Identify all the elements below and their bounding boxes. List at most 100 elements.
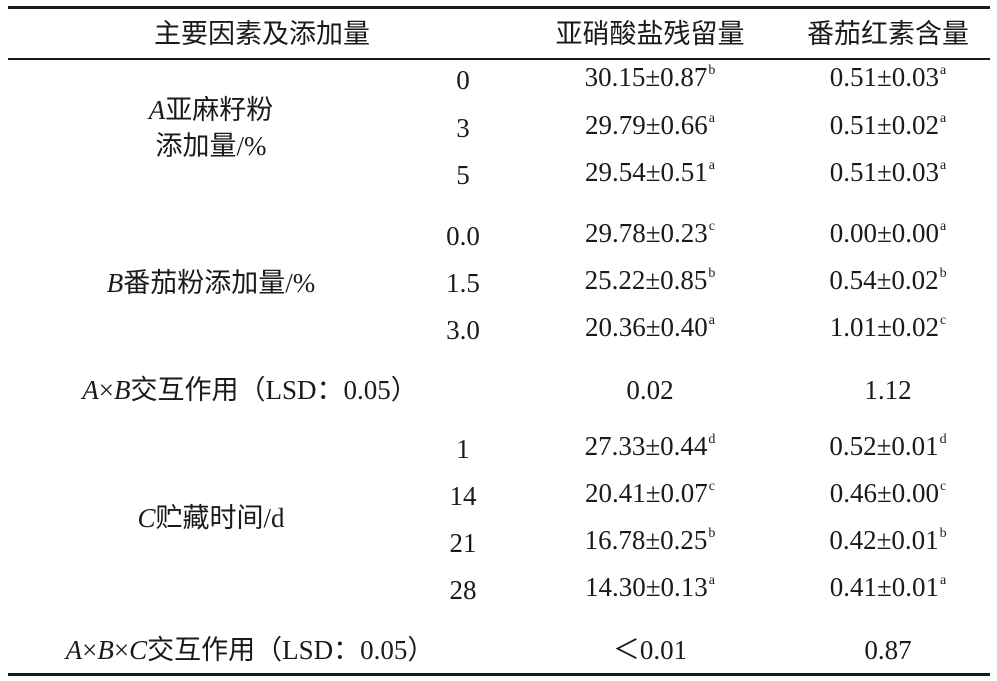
factor-var: A — [65, 635, 83, 665]
lycopene-cell: 0.46±0.00c — [830, 476, 947, 516]
nitrite-cell: 29.78±0.23c — [585, 216, 715, 256]
significance-mark: c — [940, 313, 947, 328]
significance-mark: a — [940, 219, 947, 234]
significance-mark: a — [708, 158, 716, 173]
nitrite-value: 25.22±0.85 — [584, 265, 708, 295]
level-cell: 28 — [449, 575, 477, 605]
lycopene-value: 0.41±0.01 — [829, 572, 940, 602]
nitrite-cell: 20.36±0.40a — [585, 310, 715, 350]
table-header-rule — [8, 58, 990, 60]
group-label-b: B番茄粉添加量/% — [107, 266, 316, 300]
lycopene-cell: 0.00±0.00a — [830, 216, 947, 256]
level-cell: 3.0 — [446, 315, 480, 345]
lycopene-cell: 1.01±0.02c — [830, 310, 947, 350]
significance-mark: a — [708, 313, 716, 328]
lycopene-value: 0.42±0.01 — [829, 525, 939, 555]
group-label-a: A亚麻籽粉 添加量/% — [149, 92, 274, 164]
level-cell: 14 — [449, 481, 477, 511]
significance-mark: a — [940, 111, 947, 126]
lycopene-cell: 0.51±0.03a — [830, 60, 947, 100]
nitrite-value: 20.41±0.07 — [584, 478, 708, 508]
nitrite-value: 29.54±0.51 — [584, 157, 708, 187]
significance-mark: d — [939, 432, 947, 447]
header-lycopene: 番茄红素含量 — [807, 19, 969, 49]
table-bottom-rule — [8, 673, 990, 676]
times-sign: × — [82, 635, 98, 665]
nitrite-value: 16.78±0.25 — [584, 525, 708, 555]
lycopene-value: 1.01±0.02 — [829, 312, 940, 342]
lycopene-value: 0.51±0.03 — [829, 62, 940, 92]
factor-var: B — [113, 375, 131, 405]
nitrite-cell: 30.15±0.87b — [585, 60, 716, 100]
interaction-text: 交互作用（LSD：0.05） — [130, 375, 418, 405]
factor-var: A — [82, 375, 99, 405]
nitrite-cell: 20.41±0.07c — [585, 476, 715, 516]
nitrite-value: 29.78±0.23 — [584, 218, 708, 248]
level-cell: 0 — [456, 65, 470, 95]
nitrite-value: 29.79±0.66 — [584, 110, 708, 140]
nitrite-cell: 29.79±0.66a — [585, 108, 715, 148]
significance-mark: b — [708, 266, 716, 281]
interaction-nitrite: 0.02 — [626, 375, 674, 405]
table-top-rule — [8, 6, 990, 9]
significance-mark: c — [708, 219, 716, 234]
nitrite-cell: 29.54±0.51a — [585, 155, 715, 195]
factor-name: 贮藏时间/d — [155, 503, 285, 533]
significance-mark: c — [940, 479, 947, 494]
nitrite-value: 20.36±0.40 — [584, 312, 708, 342]
level-cell: 1.5 — [446, 268, 480, 298]
nitrite-cell: 27.33±0.44d — [585, 429, 716, 469]
factor-var: C — [137, 503, 156, 533]
header-nitrite: 亚硝酸盐残留量 — [555, 19, 745, 49]
header-factor: 主要因素及添加量 — [154, 19, 370, 49]
nitrite-value: 14.30±0.13 — [584, 572, 708, 602]
lycopene-cell: 0.54±0.02b — [829, 263, 946, 303]
interaction-label-abc: A×B×C交互作用（LSD：0.05） — [66, 633, 435, 667]
factor-var: C — [129, 635, 148, 665]
lycopene-cell: 0.51±0.02a — [830, 108, 947, 148]
significance-mark: b — [708, 63, 716, 78]
lycopene-value: 0.52±0.01 — [829, 431, 939, 461]
level-cell: 0.0 — [446, 221, 480, 251]
significance-mark: a — [940, 158, 947, 173]
significance-mark: b — [939, 266, 947, 281]
nitrite-value: 30.15±0.87 — [584, 62, 708, 92]
nitrite-cell: 14.30±0.13a — [585, 570, 715, 610]
factor-name: 番茄粉添加量/% — [123, 268, 316, 298]
group-label-c: C贮藏时间/d — [137, 501, 284, 535]
times-sign: × — [113, 635, 130, 665]
nitrite-value: 27.33±0.44 — [584, 431, 708, 461]
lycopene-cell: 0.52±0.01d — [829, 429, 946, 469]
significance-mark: d — [708, 432, 716, 447]
significance-mark: a — [708, 573, 716, 588]
significance-mark: b — [939, 526, 947, 541]
nitrite-cell: 16.78±0.25b — [585, 523, 716, 563]
interaction-lycopene: 0.87 — [864, 635, 912, 665]
factor-var: B — [97, 635, 114, 665]
significance-mark: a — [940, 573, 947, 588]
lycopene-cell: 0.42±0.01b — [829, 523, 946, 563]
level-cell: 5 — [456, 160, 470, 190]
interaction-label-ab: A×B交互作用（LSD：0.05） — [82, 373, 418, 407]
lycopene-value: 0.46±0.00 — [829, 478, 940, 508]
level-cell: 1 — [456, 434, 470, 464]
factor-var: B — [106, 268, 124, 298]
interaction-nitrite: ＜0.01 — [612, 635, 688, 665]
lycopene-cell: 0.51±0.03a — [830, 155, 947, 195]
significance-mark: a — [940, 63, 947, 78]
interaction-text: 交互作用（LSD：0.05） — [147, 635, 435, 665]
level-cell: 3 — [456, 113, 470, 143]
lycopene-value: 0.51±0.02 — [829, 110, 940, 140]
nitrite-cell: 25.22±0.85b — [585, 263, 716, 303]
interaction-lycopene: 1.12 — [864, 375, 912, 405]
significance-mark: c — [708, 479, 716, 494]
lycopene-cell: 0.41±0.01a — [830, 570, 947, 610]
times-sign: × — [98, 375, 114, 405]
lycopene-value: 0.54±0.02 — [829, 265, 939, 295]
factor-name-line1: 亚麻籽粉 — [165, 95, 274, 125]
significance-mark: b — [708, 526, 716, 541]
level-cell: 21 — [449, 528, 477, 558]
lycopene-value: 0.00±0.00 — [829, 218, 940, 248]
lycopene-value: 0.51±0.03 — [829, 157, 940, 187]
factor-name-line2: 添加量/% — [155, 131, 267, 161]
